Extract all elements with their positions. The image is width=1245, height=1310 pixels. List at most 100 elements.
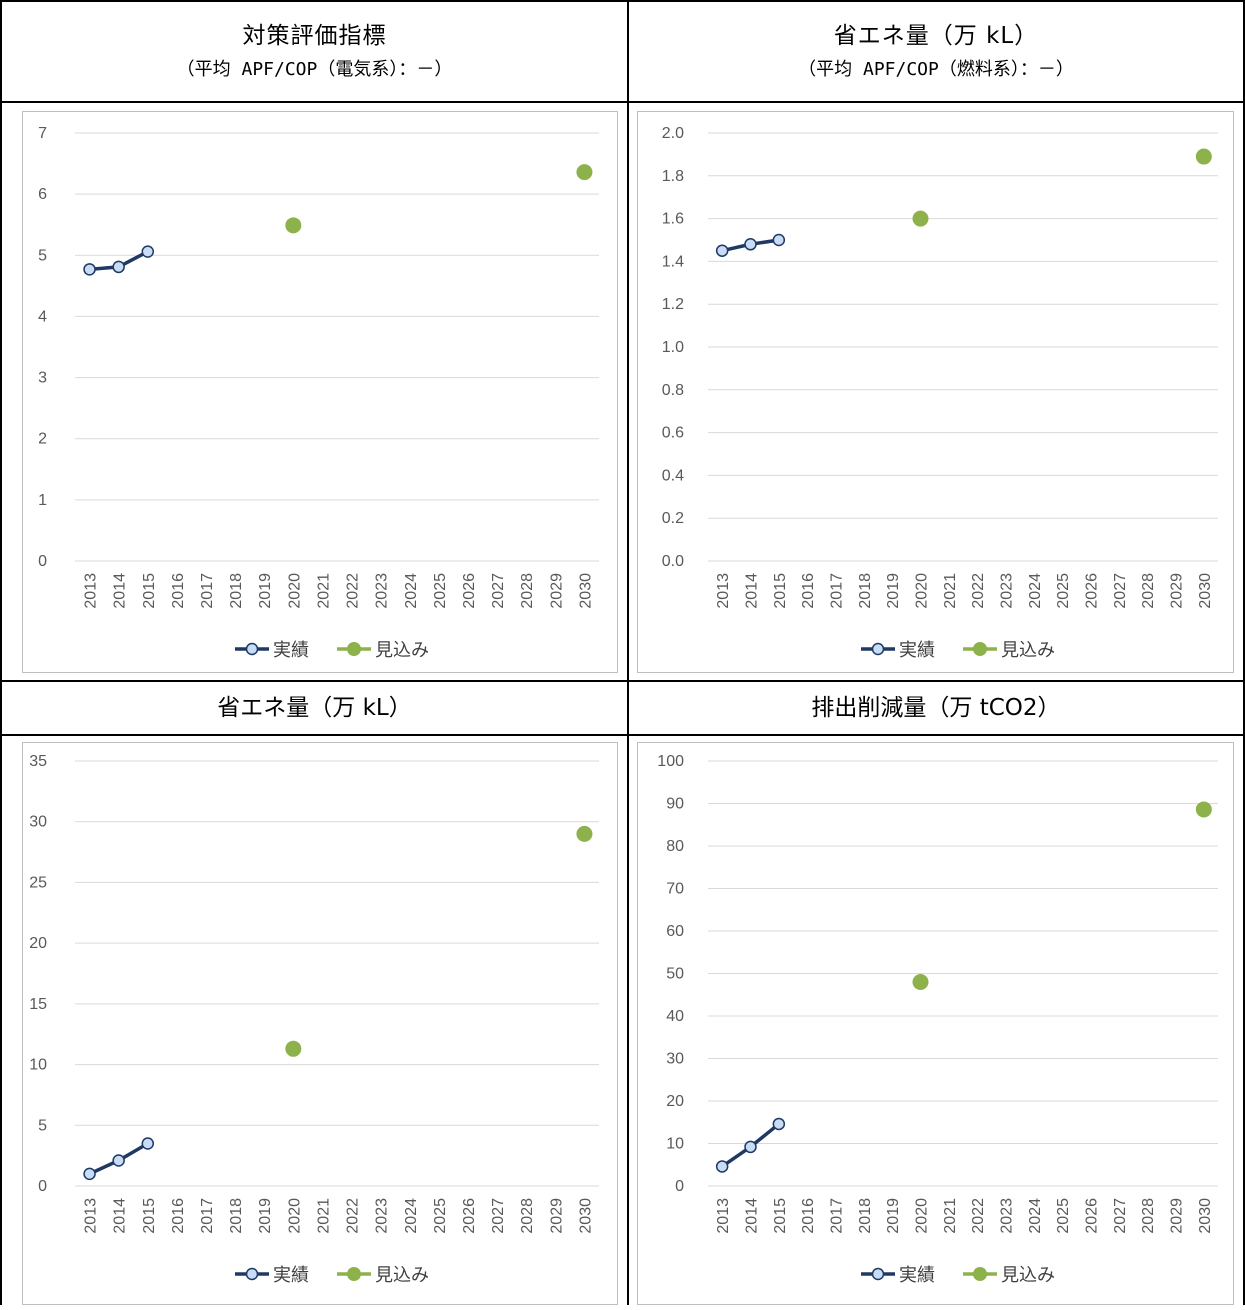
x-tick-label: 2020	[286, 1198, 303, 1234]
x-tick-label: 2028	[519, 1198, 536, 1234]
x-tick-label: 2027	[1112, 1198, 1129, 1234]
x-tick-label: 2017	[829, 1198, 846, 1234]
y-tick-label: 3	[38, 370, 47, 387]
x-tick-label: 2013	[715, 573, 732, 609]
data-point-actual	[715, 1160, 729, 1173]
legend-marker-actual	[871, 642, 885, 656]
y-tick-label: 20	[29, 935, 47, 952]
panel-title: 省エネ量（万 kL）	[833, 22, 1039, 49]
x-tick-label: 2027	[1112, 573, 1129, 609]
panel-title: 省エネ量（万 kL）	[217, 695, 412, 721]
panel-header-2: 省エネ量（万 kL） （平均 APF/COP（燃料系）：－）	[629, 2, 1243, 101]
y-tick-label: 0	[38, 553, 47, 570]
y-tick-label: 1	[38, 492, 47, 509]
x-tick-label: 2021	[315, 573, 332, 609]
legend-label-forecast: 見込み	[1001, 1265, 1055, 1285]
panel-header-1: 対策評価指標 （平均 APF/COP（電気系）：－）	[2, 2, 627, 101]
legend-label-actual: 実績	[273, 640, 309, 660]
data-point-actual	[83, 1167, 96, 1181]
chart-svg-2: 0.0 0.2 0.4 0.6 0.8 1.0 1.2 1.4 1.6 1.8 2.0 2013 201…	[662, 125, 1218, 660]
x-tick-label: 2022	[970, 1198, 987, 1234]
x-tick-label: 2013	[83, 573, 100, 609]
x-tick-label: 2024	[403, 573, 420, 609]
x-tick-label: 2025	[432, 573, 449, 609]
x-tick-label: 2023	[374, 1198, 391, 1234]
x-tick-label: 2025	[1055, 1198, 1072, 1234]
panel-subtitle: （平均 APF/COP（燃料系）：－）	[798, 58, 1074, 80]
x-tick-label: 2022	[345, 1198, 362, 1234]
data-point-actual	[141, 1137, 155, 1150]
y-tick-label: 20	[666, 1093, 684, 1110]
x-tick-label: 2025	[1055, 573, 1072, 609]
x-tick-label: 2014	[744, 573, 761, 609]
data-point-actual	[744, 1140, 757, 1154]
x-tick-label: 2019	[885, 1198, 902, 1234]
data-point-forecast	[576, 164, 593, 181]
x-tick-label: 2016	[800, 1198, 817, 1234]
y-tick-label: 15	[29, 996, 47, 1013]
x-tick-label: 2022	[970, 573, 987, 609]
y-tick-label: 1.6	[662, 211, 684, 228]
y-tick-label: 10	[666, 1136, 684, 1153]
y-tick-label: 4	[38, 308, 47, 325]
x-tick-label: 2015	[141, 573, 158, 609]
data-point-forecast	[285, 1040, 302, 1057]
x-tick-label: 2026	[1084, 1198, 1101, 1234]
data-point-actual	[112, 1154, 125, 1167]
table-border-left	[0, 0, 2, 1305]
y-tick-label: 60	[666, 923, 684, 940]
table-border-right	[1243, 0, 1245, 1305]
x-tick-label: 2029	[548, 573, 565, 609]
panel-header-3: 省エネ量（万 kL）	[2, 682, 627, 734]
chart-svg-1: 0 1 2 3 4 5 6 7 2013 2014 2015 2016 2017 2018 2019 2020…	[38, 125, 599, 660]
x-tick-label: 2020	[286, 573, 303, 609]
data-point-forecast	[912, 210, 929, 227]
legend-label-actual: 実績	[899, 1265, 935, 1285]
x-tick-label: 2029	[1169, 573, 1186, 609]
legend-marker-forecast	[973, 642, 987, 656]
x-tick-label: 2026	[461, 1198, 478, 1234]
y-tick-label: 90	[666, 796, 684, 813]
x-tick-label: 2014	[112, 1198, 129, 1234]
x-tick-label: 2026	[461, 573, 478, 609]
data-point-actual	[715, 244, 729, 257]
legend-label-actual: 実績	[273, 1265, 309, 1285]
x-tick-label: 2021	[942, 573, 959, 609]
y-tick-label: 2.0	[662, 125, 684, 142]
x-tick-label: 2017	[829, 573, 846, 609]
legend-marker-forecast	[347, 642, 361, 656]
x-tick-label: 2018	[228, 573, 245, 609]
y-tick-label: 5	[38, 1117, 47, 1134]
y-tick-label: 0.4	[662, 467, 684, 484]
legend-label-actual: 実績	[899, 640, 935, 660]
x-tick-label: 2029	[1169, 1198, 1186, 1234]
y-tick-label: 1.4	[662, 253, 684, 270]
y-tick-label: 0.6	[662, 425, 684, 442]
x-tick-label: 2027	[490, 573, 507, 609]
data-point-actual	[772, 233, 786, 247]
y-tick-label: 35	[29, 753, 47, 770]
y-tick-label: 10	[29, 1057, 47, 1074]
y-tick-label: 5	[38, 247, 47, 264]
x-tick-label: 2028	[1140, 573, 1157, 609]
x-tick-label: 2013	[83, 1198, 100, 1234]
table-border-row3	[0, 734, 1245, 736]
y-tick-label: 100	[657, 753, 684, 770]
legend-label-forecast: 見込み	[1001, 640, 1055, 660]
y-tick-label: 0.0	[662, 553, 684, 570]
y-tick-label: 0	[675, 1178, 684, 1195]
x-tick-label: 2024	[1027, 1198, 1044, 1234]
x-tick-label: 2017	[199, 1198, 216, 1234]
x-tick-label: 2023	[374, 573, 391, 609]
table-border-row1	[0, 101, 1245, 103]
data-point-forecast	[1195, 801, 1212, 818]
chart-area-2: 0.0 0.2 0.4 0.6 0.8 1.0 1.2 1.4 1.6 1.8 2.0 2013 201…	[637, 111, 1234, 673]
table-border-middle	[627, 0, 629, 1305]
x-tick-label: 2019	[885, 573, 902, 609]
y-tick-label: 30	[29, 814, 47, 831]
data-point-forecast	[576, 825, 593, 842]
x-tick-label: 2019	[257, 573, 274, 609]
